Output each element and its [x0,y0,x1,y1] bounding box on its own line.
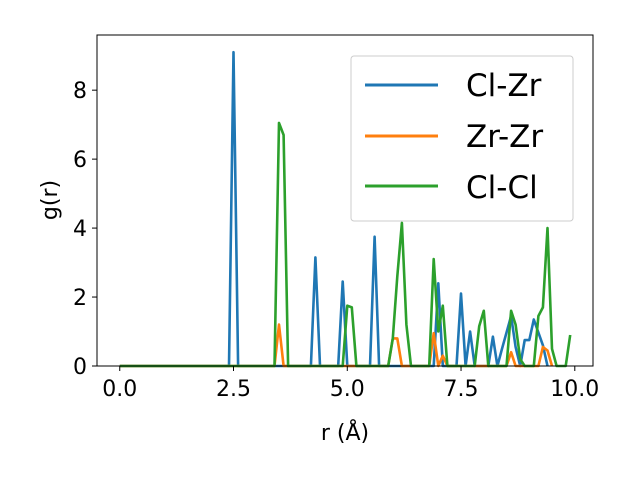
x-tick-label: 0.0 [102,377,137,402]
y-tick-label: 8 [73,79,87,104]
y-tick-label: 0 [73,355,87,380]
legend-label-cl-cl: Cl-Cl [466,170,538,206]
y-tick-label: 4 [73,217,87,242]
x-tick-label: 7.5 [444,377,479,402]
x-tick-label: 5.0 [330,377,365,402]
y-axis-title: g(r) [38,180,63,220]
y-axis: 0 2 4 6 8 [73,79,97,380]
y-tick-label: 2 [73,286,87,311]
plot-frame [96,34,594,367]
legend-label-zr-zr: Zr-Zr [466,119,543,155]
legend: Cl-Zr Zr-Zr Cl-Cl [350,55,574,222]
x-axis-title: r (Å) [321,419,369,446]
y-tick-label: 6 [73,148,87,173]
legend-frame [350,55,574,222]
x-tick-label: 10.0 [550,377,599,402]
series-line-cl-cl [119,121,572,368]
x-axis: 0.0 2.5 5.0 7.5 10.0 [102,366,599,402]
x-tick-label: 2.5 [216,377,251,402]
legend-label-cl-zr: Cl-Zr [466,68,542,104]
